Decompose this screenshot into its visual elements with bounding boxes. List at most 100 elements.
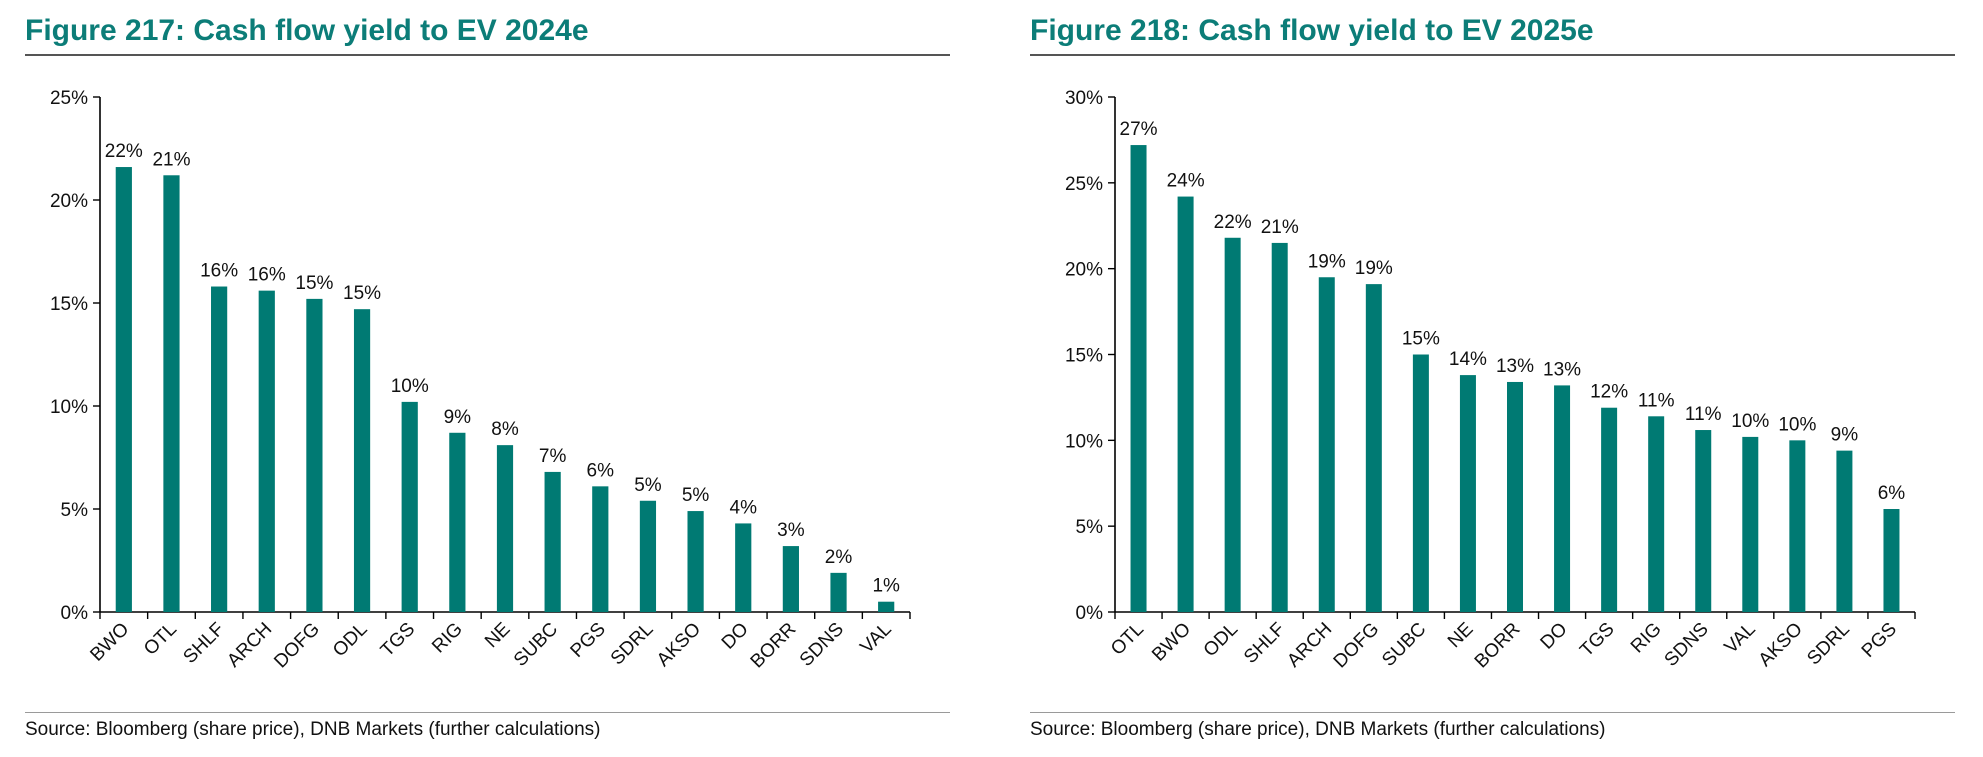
bar-subc [544,471,561,612]
bar-ne [1459,375,1476,612]
data-label: 14% [1449,349,1487,370]
x-tick-label: DO [1537,619,1572,654]
bar-chart-2024: 0% 5% 10% 15% 20% 25% 22% BWO 21% OTL 16% SHLF 16% AR… [50,88,911,673]
bar-sdrl [639,500,657,612]
data-label: 22% [105,141,143,162]
x-tick-label: SDRL [1803,619,1854,670]
x-tick-label: TGS [377,619,419,661]
bar-do [735,523,752,612]
bar-pgs [1883,509,1900,612]
data-label: 11% [1685,404,1722,425]
source-rule [1030,712,1955,713]
x-tick-label: SUBC [510,619,562,671]
x-tick-label: OTL [140,619,181,660]
bar-shlf [211,286,228,612]
data-label: 15% [343,283,381,304]
x-tick-label: ODL [329,619,371,661]
y-tick-label: 20% [50,191,88,212]
bar-borr [1507,381,1523,612]
y-tick-label: 25% [1065,174,1103,195]
y-tick-label: 5% [1076,517,1104,538]
x-tick-label: BORR [747,619,801,673]
chart-title: Figure 217: Cash flow yield to EV 2024e [25,14,589,47]
x-tick-label: VAL [856,619,895,658]
bar-rig [1648,416,1665,612]
data-label: 9% [444,407,472,428]
x-tick-label: SUBC [1378,619,1430,671]
x-tick-label: BWO [1148,619,1195,666]
bar-bwo [115,167,132,612]
bar-do [1554,385,1571,612]
y-tick-label: 15% [50,294,88,315]
x-tick-label: BORR [1471,619,1525,673]
y-tick-label: 5% [61,500,89,521]
x-tick-label: NE [481,619,515,653]
x-tick-label: RIG [428,619,467,658]
x-tick-label: OTL [1107,619,1148,660]
x-tick-label: TGS [1576,619,1618,661]
data-label: 7% [539,446,567,467]
bar-otl [1130,145,1147,613]
bar-ne [496,445,514,612]
x-tick-label: SDRL [607,619,658,670]
data-label: 4% [730,497,758,518]
bar-akso [1789,440,1806,612]
data-label: 10% [391,376,429,397]
bar-rig [449,432,466,612]
title-rule [25,54,950,56]
y-tick-label: 15% [1065,346,1103,367]
bar-odl [1224,237,1241,612]
bar-sdns [1695,430,1712,612]
bar-sdrl [1836,450,1853,612]
data-label: 12% [1590,382,1628,403]
x-tick-label: DOFG [270,619,324,673]
x-tick-label: ARCH [1283,619,1336,672]
data-label: 19% [1308,251,1346,272]
y-tick-label: 10% [1065,431,1103,452]
bar-otl [163,175,180,612]
data-label: 21% [152,149,190,170]
data-label: 19% [1355,258,1393,279]
x-tick-label: PGS [1858,619,1901,662]
y-tick-label: 20% [1065,260,1103,281]
bar-shlf [1271,242,1288,612]
source-note: Source: Bloomberg (share price), DNB Mar… [1030,719,1606,740]
data-label: 22% [1214,212,1252,233]
bar-arch [1318,277,1335,612]
source-rule [25,712,950,713]
x-tick-label: BWO [86,619,133,666]
y-tick-label: 10% [50,397,88,418]
data-label: 15% [1402,329,1440,350]
x-tick-label: DO [718,619,753,654]
data-label: 1% [872,576,900,597]
bar-arch [258,290,275,612]
data-label: 3% [777,520,805,541]
y-tick-label: 0% [61,603,89,624]
data-label: 8% [491,419,519,440]
x-tick-label: ARCH [223,619,276,672]
x-tick-label: AKSO [653,619,705,671]
data-label: 5% [634,475,662,496]
x-tick-label: SDNS [1661,619,1713,671]
x-tick-label: ODL [1200,619,1242,661]
bar-dofg [306,298,323,612]
bar-tgs [401,401,418,612]
data-label: 11% [1638,390,1675,411]
title-rule [1030,54,1955,56]
data-label: 16% [248,265,286,286]
x-tick-label: VAL [1721,619,1760,658]
y-tick-label: 25% [50,88,88,109]
x-tick-label: AKSO [1755,619,1807,671]
bar-tgs [1601,407,1618,612]
data-label: 27% [1120,119,1158,140]
data-label: 16% [200,261,238,282]
data-label: 24% [1167,171,1205,192]
data-label: 6% [1878,483,1906,504]
bar-bwo [1177,196,1194,613]
chart-panel-2025: Figure 218: Cash flow yield to EV 2025e … [1030,0,1955,757]
bar-akso [687,511,704,612]
data-label: 13% [1496,356,1534,377]
data-label: 13% [1543,359,1581,380]
bar-val [1742,436,1759,612]
data-label: 15% [295,273,333,294]
